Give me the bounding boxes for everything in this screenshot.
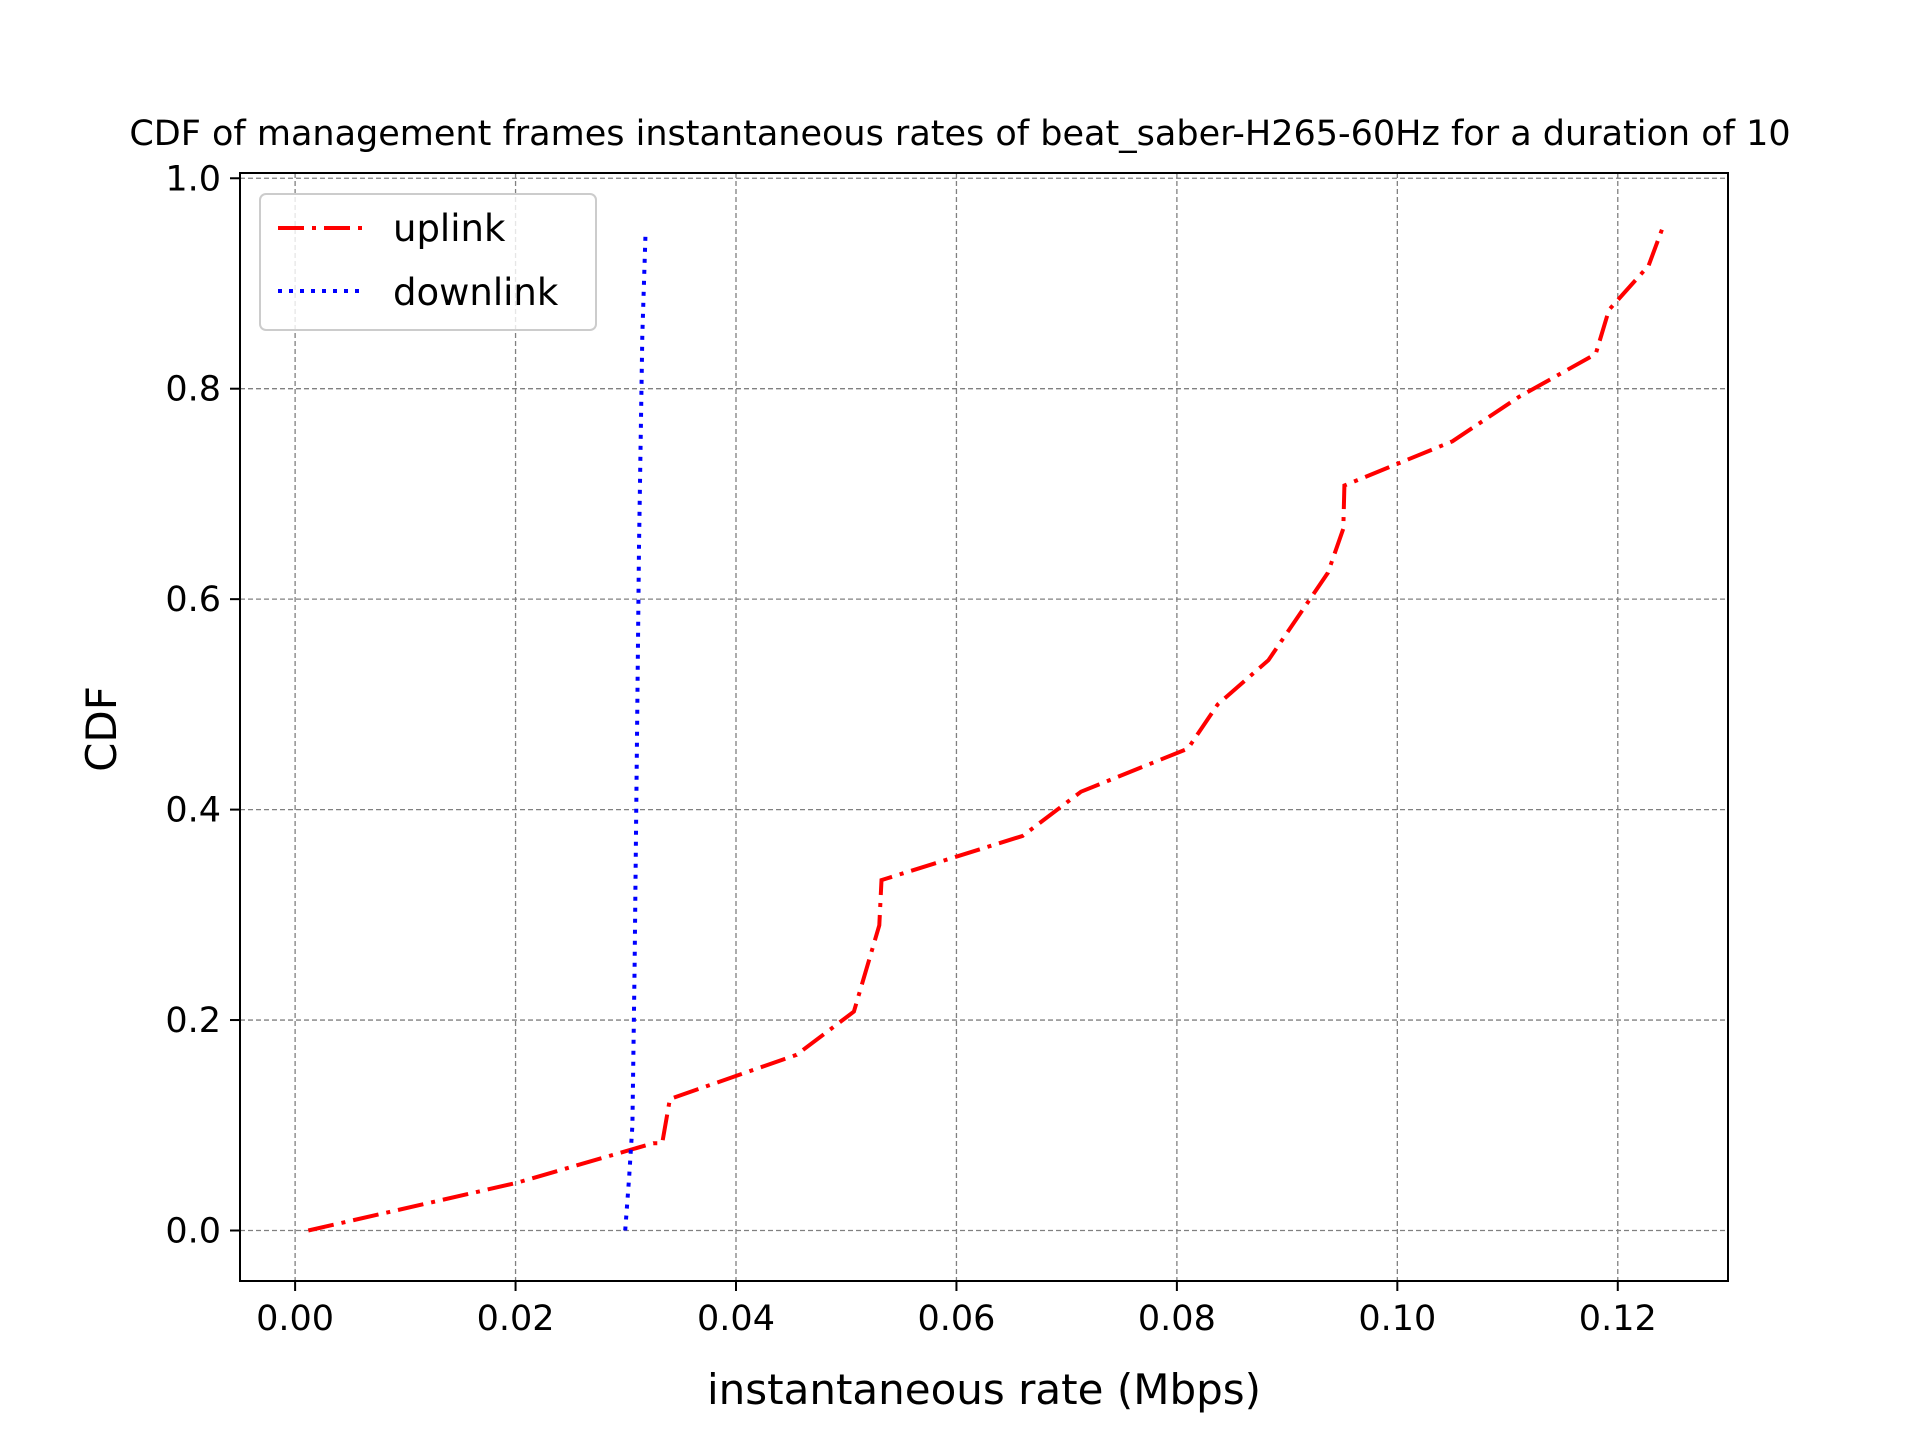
x-axis-label: instantaneous rate (Mbps) <box>707 1365 1261 1414</box>
legend: uplink downlink <box>259 193 597 331</box>
legend-downlink-label: downlink <box>393 271 559 314</box>
x-tick-label: 0.06 <box>917 1299 995 1339</box>
y-tick-label: 0.2 <box>165 1001 221 1041</box>
x-tick-label: 0.08 <box>1138 1299 1216 1339</box>
x-tick-label: 0.02 <box>477 1299 555 1339</box>
x-axis-ticks: 0.00 0.02 0.04 0.06 0.08 0.10 0.12 <box>256 1281 1657 1339</box>
x-tick-label: 0.04 <box>697 1299 775 1339</box>
y-axis-label: CDF <box>77 686 126 772</box>
y-tick-label: 1.0 <box>165 159 221 199</box>
series-lines <box>307 226 1665 1233</box>
x-tick-label: 0.00 <box>256 1299 334 1339</box>
plot-frame <box>239 172 1729 1282</box>
y-tick-label: 0.4 <box>165 791 221 831</box>
y-tick-label: 0.0 <box>165 1211 221 1251</box>
series-line-downlink <box>623 230 648 1231</box>
chart-title: CDF of management frames instantaneous r… <box>129 114 1790 154</box>
legend-uplink-label: uplink <box>393 207 506 250</box>
grid-lines <box>240 173 1728 1281</box>
y-axis-ticks: 0.0 0.2 0.4 0.6 0.8 1.0 <box>165 159 240 1251</box>
x-tick-label: 0.12 <box>1579 1299 1657 1339</box>
y-tick-label: 0.8 <box>165 370 221 410</box>
y-tick-label: 0.6 <box>165 580 221 620</box>
x-tick-label: 0.10 <box>1358 1299 1436 1339</box>
series-line-uplink <box>307 226 1665 1233</box>
